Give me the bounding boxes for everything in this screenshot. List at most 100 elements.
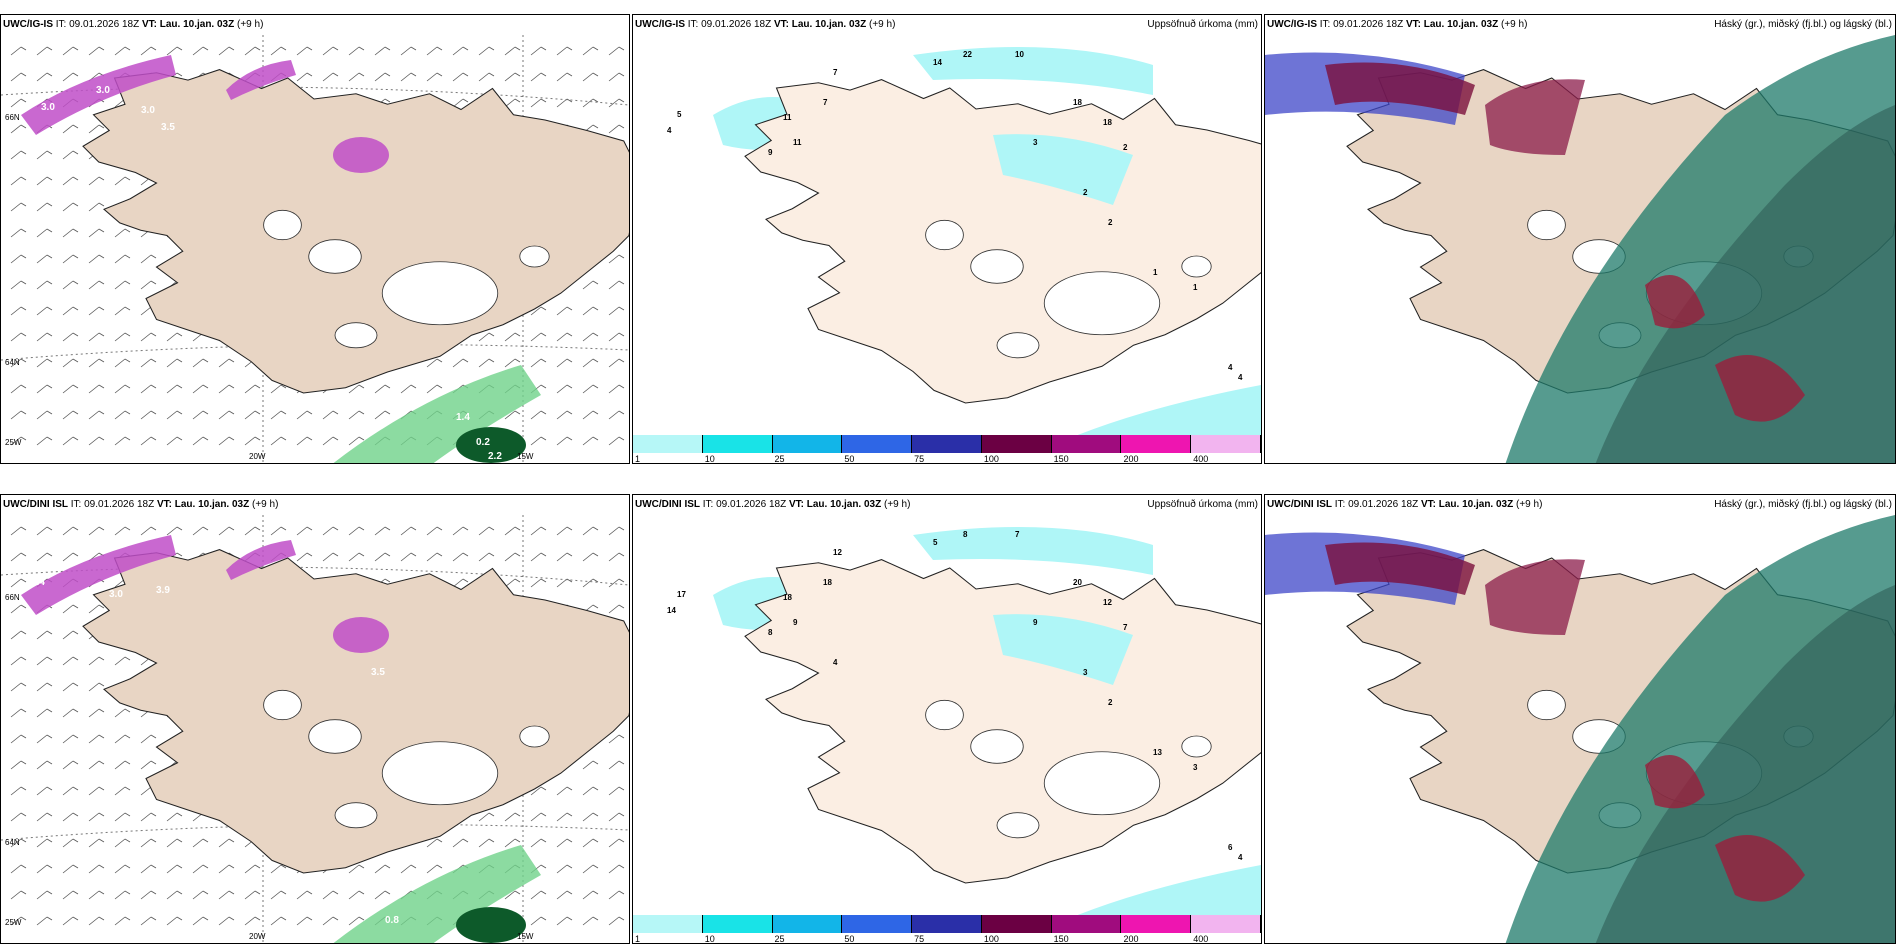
iceland-landmass [82, 69, 629, 394]
precip-label: 4 [1238, 853, 1243, 862]
colorbar-segment [1051, 915, 1122, 933]
precip-colorbar: 1 10 25 50 75 100 150 200 400 [633, 915, 1261, 943]
colorbar-tick: 25 [774, 454, 785, 464]
precip-label: 18 [1103, 118, 1112, 127]
precip-label: 3 [1193, 763, 1198, 772]
valid-time: Lau. 10.jan. 03Z [174, 499, 253, 510]
model-name: UWC/DINI ISL [3, 499, 68, 510]
graticule-label: 66N [5, 593, 20, 602]
cloud-panel: UWC/IG-IS IT: 09.01.2026 18Z VT: Lau. 10… [1264, 14, 1896, 464]
colorbar-tick: 400 [1193, 934, 1209, 944]
colorbar-tick: 150 [1053, 934, 1069, 944]
precip-label: 2 [1083, 188, 1088, 197]
it-label: IT: [1332, 499, 1349, 510]
colorbar-segment [981, 915, 1052, 933]
precip-label: 18 [823, 578, 832, 587]
precip-label: 22 [963, 50, 972, 59]
vt-label: VT: [1405, 19, 1424, 30]
cloud-panel: UWC/DINI ISL IT: 09.01.2026 18Z VT: Lau.… [1264, 494, 1896, 944]
panel-header: UWC/DINI ISL IT: 09.01.2026 18Z VT: Lau.… [3, 499, 278, 510]
precip-label: 1 [1193, 283, 1198, 292]
precip-label: 14 [667, 606, 676, 615]
colorbar-segment [1191, 915, 1261, 933]
colorbar-segment [1121, 915, 1192, 933]
precip-label: 9 [793, 618, 798, 627]
it-label: IT: [700, 499, 717, 510]
colorbar-tick: 100 [983, 934, 999, 944]
lead-time: (+9 h) [252, 499, 279, 510]
field-title: Háský (gr.), miðský (fj.bl.) og lágský (… [1714, 19, 1892, 30]
precip-label: 18 [783, 593, 792, 602]
graticule-label: 15W [517, 452, 534, 461]
colorbar-segment [633, 915, 703, 933]
precip-label: 12 [833, 548, 842, 557]
precip-label: 7 [823, 98, 828, 107]
snow-label: 3.9 [156, 585, 170, 596]
colorbar-tick: 75 [914, 454, 925, 464]
colorbar-segment [702, 915, 773, 933]
snow-label: 3.0 [109, 589, 123, 600]
snow-label: 3.0 [96, 85, 110, 96]
model-name: UWC/DINI ISL [635, 499, 700, 510]
colorbar-tick: 10 [704, 454, 715, 464]
colorbar-segment [772, 915, 843, 933]
model-name: UWC/IG-IS [3, 19, 53, 30]
snow-label: 3.0 [9, 597, 23, 608]
lead-time: (+9 h) [884, 499, 911, 510]
precip-label: 12 [1103, 598, 1112, 607]
valid-time: Lau. 10.jan. 03Z [806, 499, 885, 510]
precip-colorbar: 1 10 25 50 75 100 150 200 400 [633, 435, 1261, 463]
lead-time: (+9 h) [1516, 499, 1543, 510]
vt-label: VT: [141, 19, 160, 30]
model-name: UWC/IG-IS [635, 19, 685, 30]
precip-label: 2 [1108, 698, 1113, 707]
precip-label: 10 [1015, 50, 1024, 59]
colorbar-tick: 50 [844, 454, 855, 464]
precip-label: 5 [933, 538, 938, 547]
precip-label: 2 [1123, 143, 1128, 152]
precip-panel: UWC/DINI ISL IT: 09.01.2026 18Z VT: Lau.… [632, 494, 1262, 944]
graticule-label: 20W [249, 932, 266, 941]
model-name: UWC/DINI ISL [1267, 499, 1332, 510]
colorbar-segment [912, 915, 982, 933]
colorbar-tick: 1 [635, 454, 641, 464]
init-time: 09.01.2026 18Z [1333, 19, 1406, 30]
field-title: Háský (gr.), miðský (fj.bl.) og lágský (… [1714, 499, 1892, 510]
lead-time: (+9 h) [1501, 19, 1528, 30]
precip-label: 20 [1073, 578, 1082, 587]
colorbar-segment [981, 435, 1052, 453]
colorbar-tick: 200 [1123, 934, 1139, 944]
panel-header: UWC/IG-IS IT: 09.01.2026 18Z VT: Lau. 10… [1267, 19, 1527, 30]
init-time: 09.01.2026 18Z [1348, 499, 1421, 510]
colorbar-segment [1191, 435, 1261, 453]
colorbar-segment [842, 915, 913, 933]
colorbar-segment [702, 435, 773, 453]
snow-label: 2.2 [488, 451, 502, 462]
colorbar-tick: 1 [635, 934, 641, 944]
precip-label: 2 [1108, 218, 1113, 227]
colorbar-tick: 100 [983, 454, 999, 464]
vt-label: VT: [773, 19, 792, 30]
snow-label: 3.0 [41, 102, 55, 113]
init-time: 09.01.2026 18Z [716, 499, 789, 510]
graticule-label: 20W [249, 452, 266, 461]
colorbar-tick: 50 [844, 934, 855, 944]
wind-snow-map: 3.0 3.0 3.0 3.5 1.4 0.2 2.2 0.9 66N 64N 20W 15W 25W [1, 35, 629, 463]
model-name: UWC/IG-IS [1267, 19, 1317, 30]
graticule-label: 25W [5, 918, 22, 927]
snow-label: 3.0 [141, 105, 155, 116]
vt-label: VT: [788, 499, 807, 510]
precip-label: 13 [1153, 748, 1162, 757]
wind-snow-map: 3.0 3.4 3.0 3.9 3.5 0.8 66N 64N 20W 15W 25W [1, 515, 629, 943]
panel-header: UWC/DINI ISL IT: 09.01.2026 18Z VT: Lau.… [635, 499, 910, 510]
colorbar-segment [842, 435, 913, 453]
init-time: 09.01.2026 18Z [69, 19, 142, 30]
field-title: Uppsöfnuð úrkoma (mm) [1147, 19, 1258, 30]
field-title: Uppsöfnuð úrkoma (mm) [1147, 499, 1258, 510]
panel-header: UWC/IG-IS IT: 09.01.2026 18Z VT: Lau. 10… [3, 19, 263, 30]
valid-time: Lau. 10.jan. 03Z [159, 19, 238, 30]
valid-time: Lau. 10.jan. 03Z [1438, 499, 1517, 510]
it-label: IT: [53, 19, 70, 30]
precip-label: 18 [1073, 98, 1082, 107]
snow-label: 0.2 [476, 437, 490, 448]
